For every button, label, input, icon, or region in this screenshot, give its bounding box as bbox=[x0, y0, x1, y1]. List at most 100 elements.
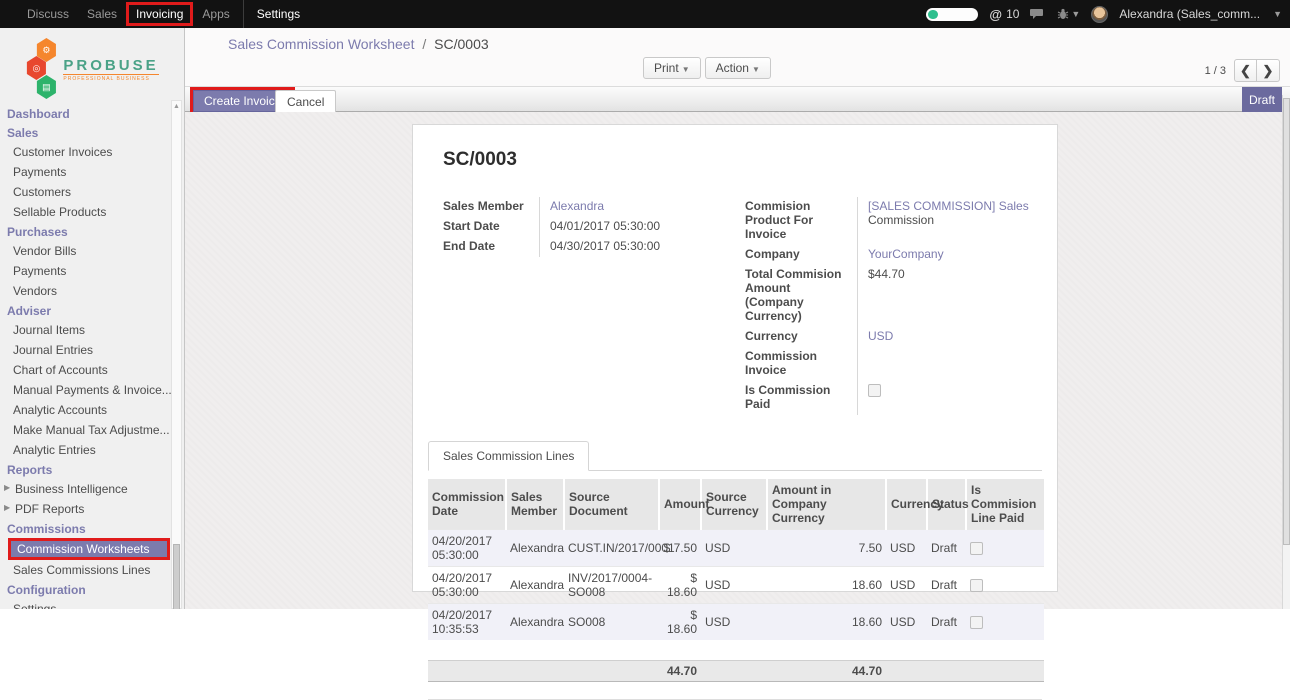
sidebar-item-payments-purchases[interactable]: Payments bbox=[0, 261, 184, 281]
expand-caret-icon[interactable]: ▶ bbox=[4, 483, 10, 492]
col-amount[interactable]: Amount bbox=[659, 479, 701, 530]
chevron-down-icon: ▼ bbox=[752, 65, 760, 74]
sidebar-item-vendor-bills[interactable]: Vendor Bills bbox=[0, 241, 184, 261]
menu-discuss[interactable]: Discuss bbox=[18, 3, 78, 25]
sidebar-item-customers[interactable]: Customers bbox=[0, 182, 184, 202]
form-statusbar: Create Invoice Cancel Draft bbox=[185, 86, 1290, 112]
field-group-left: Sales Member Alexandra Start Date 04/01/… bbox=[443, 197, 731, 415]
sidebar-item-tax-adjustments[interactable]: Make Manual Tax Adjustme... bbox=[0, 420, 184, 440]
sidebar-scrollbar[interactable]: ▲ bbox=[171, 100, 182, 609]
breadcrumb: Sales Commission Worksheet / SC/0003 bbox=[228, 36, 489, 52]
logo-subtitle: PROFESSIONAL BUSINESS bbox=[63, 74, 158, 82]
sidebar-item-commission-worksheets[interactable]: Commission Worksheets bbox=[8, 538, 170, 560]
sidebar-item-pdf-reports[interactable]: ▶PDF Reports bbox=[0, 499, 184, 519]
line-paid-checkbox[interactable] bbox=[970, 579, 983, 592]
user-menu-caret-icon: ▼ bbox=[1273, 9, 1282, 19]
sidebar-item-business-intelligence[interactable]: ▶Business Intelligence bbox=[0, 479, 184, 499]
menu-apps[interactable]: Apps bbox=[193, 3, 238, 25]
sidebar-item-journal-items[interactable]: Journal Items bbox=[0, 320, 184, 340]
col-source-document[interactable]: Source Document bbox=[564, 479, 659, 530]
end-date-label: End Date bbox=[443, 237, 539, 257]
tab-sales-commission-lines[interactable]: Sales Commission Lines bbox=[428, 441, 589, 471]
sidebar-scrollbar-thumb[interactable] bbox=[173, 544, 180, 609]
table-header-row: Commission Date Sales Member Source Docu… bbox=[428, 479, 1044, 530]
form-sheet: SC/0003 Sales Member Alexandra Start Dat… bbox=[412, 124, 1058, 592]
sidebar-nav: Dashboard Sales Customer Invoices Paymen… bbox=[0, 102, 184, 609]
line-paid-checkbox[interactable] bbox=[970, 616, 983, 629]
menu-invoicing[interactable]: Invoicing bbox=[126, 2, 193, 26]
col-sales-member[interactable]: Sales Member bbox=[506, 479, 564, 530]
company-value[interactable]: YourCompany bbox=[868, 247, 944, 261]
form-view-area: SC/0003 Sales Member Alexandra Start Dat… bbox=[185, 112, 1290, 609]
record-title: SC/0003 bbox=[443, 149, 1057, 171]
breadcrumb-separator: / bbox=[418, 36, 430, 52]
probuse-logo: ⚙◎▤ PROBUSE PROFESSIONAL BUSINESS bbox=[0, 28, 184, 102]
commission-product-value[interactable]: [SALES COMMISSION] Sales bbox=[868, 199, 1029, 213]
commission-product-value-rest: Commission bbox=[868, 213, 934, 227]
pager-previous-button[interactable]: ❮ bbox=[1234, 59, 1257, 82]
status-badge-draft[interactable]: Draft bbox=[1242, 87, 1282, 113]
print-dropdown-button[interactable]: Print▼ bbox=[643, 57, 701, 79]
chevron-right-icon: ❯ bbox=[1263, 63, 1274, 78]
is-commission-paid-checkbox[interactable] bbox=[868, 384, 881, 397]
debug-bug-icon[interactable]: ▼ bbox=[1057, 8, 1080, 20]
sidebar-section-adviser[interactable]: Adviser bbox=[0, 301, 184, 320]
menu-settings[interactable]: Settings bbox=[248, 3, 309, 25]
sidebar-item-dashboard[interactable]: Dashboard bbox=[0, 104, 184, 123]
col-source-currency[interactable]: Source Currency bbox=[701, 479, 767, 530]
line-paid-checkbox[interactable] bbox=[970, 542, 983, 555]
total-amount-company: 44.70 bbox=[767, 661, 886, 682]
sidebar-item-manual-payments[interactable]: Manual Payments & Invoice... bbox=[0, 380, 184, 400]
sidebar-section-commissions[interactable]: Commissions bbox=[0, 519, 184, 538]
menu-sales[interactable]: Sales bbox=[78, 3, 126, 25]
user-menu[interactable]: Alexandra (Sales_comm... bbox=[1119, 7, 1260, 21]
control-panel-buttons: Print▼ Action▼ bbox=[643, 57, 771, 79]
topbar-divider bbox=[243, 0, 244, 28]
total-commission-label: Total Commision Amount (Company Currency… bbox=[745, 265, 857, 327]
sidebar-item-analytic-accounts[interactable]: Analytic Accounts bbox=[0, 400, 184, 420]
currency-value[interactable]: USD bbox=[868, 329, 893, 343]
col-amount-company-currency[interactable]: Amount in Company Currency bbox=[767, 479, 886, 530]
table-row[interactable]: 04/20/2017 05:30:00 Alexandra INV/2017/0… bbox=[428, 567, 1044, 604]
expand-caret-icon[interactable]: ▶ bbox=[4, 503, 10, 512]
sidebar-item-vendors[interactable]: Vendors bbox=[0, 281, 184, 301]
sidebar-item-sellable-products[interactable]: Sellable Products bbox=[0, 202, 184, 222]
top-navbar: Discuss Sales Invoicing Apps Settings @ … bbox=[0, 0, 1290, 28]
sales-member-value[interactable]: Alexandra bbox=[550, 199, 604, 213]
scroll-up-arrow-icon[interactable]: ▲ bbox=[172, 101, 181, 110]
breadcrumb-parent-link[interactable]: Sales Commission Worksheet bbox=[228, 36, 414, 52]
activity-mention-button[interactable]: @ 10 bbox=[989, 7, 1019, 22]
main-content: Sales Commission Worksheet / SC/0003 Pri… bbox=[185, 28, 1290, 609]
table-row[interactable]: 04/20/2017 05:30:00 Alexandra CUST.IN/20… bbox=[428, 530, 1044, 567]
sidebar-section-configuration[interactable]: Configuration bbox=[0, 580, 184, 599]
sidebar-item-customer-invoices[interactable]: Customer Invoices bbox=[0, 142, 184, 162]
start-date-label: Start Date bbox=[443, 217, 539, 237]
end-date-value[interactable]: 04/30/2017 05:30:00 bbox=[539, 237, 717, 257]
sidebar-section-sales[interactable]: Sales bbox=[0, 123, 184, 142]
user-avatar[interactable] bbox=[1091, 6, 1108, 23]
breadcrumb-current: SC/0003 bbox=[434, 36, 488, 52]
sidebar-section-reports[interactable]: Reports bbox=[0, 460, 184, 479]
sidebar-item-analytic-entries[interactable]: Analytic Entries bbox=[0, 440, 184, 460]
action-dropdown-button[interactable]: Action▼ bbox=[705, 57, 771, 79]
timer-pill[interactable] bbox=[926, 8, 978, 21]
content-scrollbar[interactable] bbox=[1282, 95, 1290, 609]
pager-next-button[interactable]: ❯ bbox=[1257, 59, 1280, 82]
messages-icon[interactable] bbox=[1030, 8, 1046, 20]
col-is-commission-line-paid[interactable]: Is Commision Line Paid bbox=[966, 479, 1044, 530]
sales-member-label: Sales Member bbox=[443, 197, 539, 217]
start-date-value[interactable]: 04/01/2017 05:30:00 bbox=[539, 217, 717, 237]
sidebar-item-chart-of-accounts[interactable]: Chart of Accounts bbox=[0, 360, 184, 380]
sidebar-item-journal-entries[interactable]: Journal Entries bbox=[0, 340, 184, 360]
sidebar-item-payments-sales[interactable]: Payments bbox=[0, 162, 184, 182]
content-scrollbar-thumb[interactable] bbox=[1283, 98, 1290, 545]
systray: @ 10 ▼ Alexandra (Sales_comm... ▼ bbox=[926, 6, 1290, 23]
commission-product-label: Commision Product For Invoice bbox=[745, 197, 857, 245]
sidebar-item-sales-commissions-lines[interactable]: Sales Commissions Lines bbox=[0, 560, 184, 580]
col-status[interactable]: Status bbox=[927, 479, 966, 530]
col-commission-date[interactable]: Commission Date bbox=[428, 479, 506, 530]
sidebar-item-settings[interactable]: Settings bbox=[0, 599, 184, 609]
sidebar-section-purchases[interactable]: Purchases bbox=[0, 222, 184, 241]
at-icon: @ bbox=[989, 7, 1002, 22]
col-currency[interactable]: Currency bbox=[886, 479, 927, 530]
